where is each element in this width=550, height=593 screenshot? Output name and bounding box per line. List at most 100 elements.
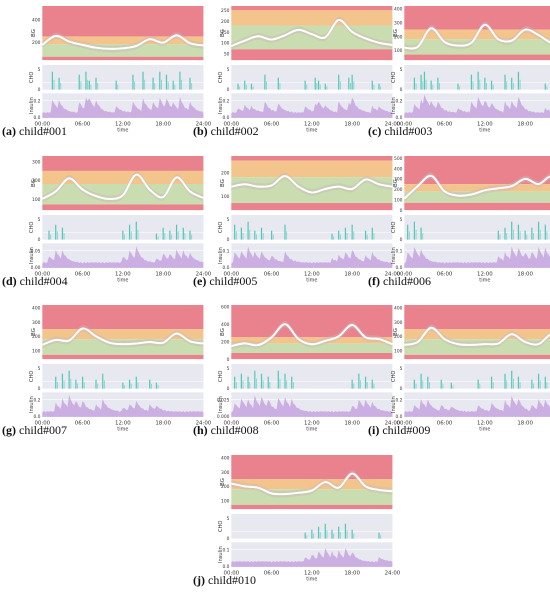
cho-bar bbox=[546, 231, 548, 240]
x-tick-label: 00:00 bbox=[35, 271, 51, 277]
cho-bar bbox=[420, 373, 422, 389]
caption-name: child#004 bbox=[19, 274, 68, 288]
bg-tick-label: 300 bbox=[32, 320, 41, 326]
x-tick-label: 12:00 bbox=[115, 121, 131, 127]
cho-bar bbox=[240, 227, 242, 240]
zone-hyper bbox=[231, 160, 393, 178]
cho-bar bbox=[517, 71, 520, 90]
cho-bar bbox=[304, 80, 306, 90]
bg-tick-label: 200 bbox=[394, 334, 403, 340]
cho-bar bbox=[479, 383, 481, 389]
cho-bar bbox=[260, 373, 263, 389]
cho-tick-label: 0 bbox=[400, 87, 403, 93]
caption-name: child#006 bbox=[383, 274, 431, 288]
cho-bar bbox=[353, 231, 355, 240]
x-axis-label: time bbox=[306, 127, 317, 133]
insulin-area bbox=[231, 547, 393, 567]
bg-tick-label: 100 bbox=[394, 348, 403, 354]
zone-hyper bbox=[42, 36, 204, 45]
cho-bar bbox=[364, 230, 367, 240]
cho-bar bbox=[284, 224, 286, 240]
bg-tick-label: 50 bbox=[224, 51, 230, 57]
cho-bar bbox=[95, 77, 97, 90]
cho-tick-label: 0 bbox=[400, 237, 403, 243]
zone-hyper bbox=[404, 329, 550, 340]
cho-bar bbox=[164, 233, 166, 240]
cho-bar bbox=[250, 83, 253, 90]
cho-bar bbox=[88, 80, 90, 90]
panel-child-008: BG 600 400 200 0 CHO 5 0 Insulin 0.025 0.000 00:00 0… bbox=[217, 305, 401, 443]
x-axis-label: time bbox=[479, 127, 490, 133]
cho-tick-label: 5 bbox=[227, 217, 230, 223]
cho-bar bbox=[477, 71, 479, 90]
zone-normal bbox=[42, 44, 204, 57]
insulin-ylabel: Insulin bbox=[218, 396, 224, 413]
cho-bar bbox=[181, 79, 183, 90]
x-axis-label: time bbox=[306, 576, 317, 582]
cho-bar bbox=[124, 234, 125, 240]
insulin-ylabel: Insulin bbox=[391, 97, 397, 114]
cho-bar bbox=[360, 380, 361, 389]
cho-bar bbox=[439, 83, 440, 90]
cho-bar bbox=[380, 535, 382, 539]
cho-bar bbox=[531, 379, 533, 389]
cho-bar bbox=[373, 84, 375, 90]
bg-tick-label: 150 bbox=[221, 30, 230, 36]
zone-hypo bbox=[231, 203, 393, 211]
cho-bar bbox=[415, 383, 417, 389]
cho-bar bbox=[344, 227, 347, 240]
x-tick-label: 06:00 bbox=[437, 121, 453, 127]
insulin-tick-label: 0.0 bbox=[395, 115, 402, 121]
cho-bar bbox=[407, 224, 409, 240]
insulin-tick-label: 0.00 bbox=[31, 265, 41, 271]
bg-tick-label: 0 bbox=[227, 357, 230, 363]
cho-bar bbox=[97, 383, 99, 389]
insulin-ylabel: Insulin bbox=[29, 247, 35, 264]
cho-bar bbox=[184, 233, 186, 240]
bg-ylabel: BG bbox=[220, 179, 226, 187]
panel-child-005: BG 200 100 CHO 5 0 Insulin 0.1 0.0 00:00 06:00 12:0… bbox=[218, 156, 401, 294]
bg-tick-label: 300 bbox=[221, 470, 230, 476]
zone-hyper-severe bbox=[231, 305, 393, 338]
insulin-tick-label: 0.0 bbox=[33, 115, 40, 121]
bg-mean-line bbox=[230, 19, 393, 47]
cho-bar bbox=[174, 84, 176, 90]
cho-bar bbox=[81, 376, 84, 389]
cho-bar bbox=[317, 80, 320, 90]
cho-bar bbox=[484, 77, 486, 90]
x-tick-label: 12:00 bbox=[115, 271, 131, 277]
cho-bar bbox=[442, 383, 444, 389]
x-tick-label: 18:00 bbox=[517, 121, 533, 127]
bg-mean-line bbox=[404, 326, 550, 346]
cho-bar bbox=[470, 74, 473, 90]
bg-tick-label: 400 bbox=[32, 17, 41, 23]
cho-ylabel: CHO bbox=[29, 72, 35, 84]
cho-bar bbox=[48, 230, 50, 240]
cho-bar bbox=[155, 233, 158, 240]
x-tick-label: 00:00 bbox=[397, 121, 413, 127]
cho-bar bbox=[256, 234, 257, 240]
bg-ylabel: BG bbox=[220, 328, 226, 336]
cho-plot-bg bbox=[231, 65, 393, 90]
bg-tick-label: 100 bbox=[32, 197, 41, 203]
cho-bar bbox=[346, 530, 348, 539]
cho-bar bbox=[373, 233, 375, 240]
cho-bar bbox=[524, 230, 526, 240]
insulin-area bbox=[404, 395, 550, 417]
insulin-area bbox=[42, 246, 204, 268]
cho-plot-bg bbox=[404, 215, 550, 240]
cho-bar bbox=[262, 233, 264, 240]
x-tick-label: 06:00 bbox=[75, 420, 91, 426]
bg-ylabel: BG bbox=[31, 328, 37, 336]
bg-tick-label: 600 bbox=[221, 305, 230, 311]
cho-bar bbox=[128, 224, 131, 240]
cho-bar bbox=[490, 376, 493, 389]
bg-tick-label: 100 bbox=[221, 194, 230, 200]
insulin-tick-label: 0.05 bbox=[31, 249, 41, 255]
caption-tag: (d) bbox=[2, 274, 17, 288]
cho-bar bbox=[162, 227, 164, 240]
zone-hypo bbox=[404, 54, 550, 61]
x-tick-label: 06:00 bbox=[264, 121, 280, 127]
